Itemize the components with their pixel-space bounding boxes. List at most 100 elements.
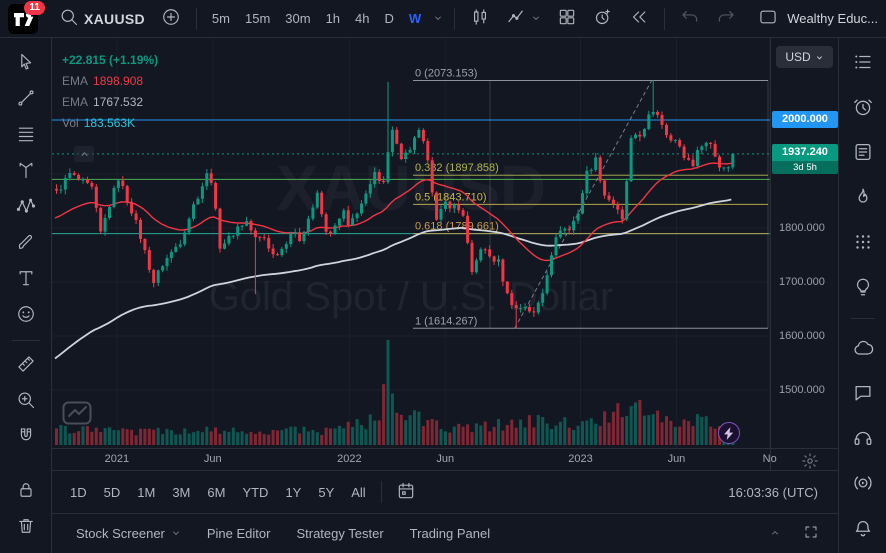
save-layout-button[interactable] xyxy=(751,5,785,33)
sidebar-news-button[interactable] xyxy=(848,138,878,168)
range-3m[interactable]: 3M xyxy=(164,479,198,505)
tool-fib-retracement[interactable] xyxy=(9,120,43,151)
price-line-badge[interactable]: 2000.000 xyxy=(772,111,838,128)
tool-ruler[interactable] xyxy=(9,350,43,381)
footer-tab-pine-editor[interactable]: Pine Editor xyxy=(197,520,281,548)
footer-tab-label: Trading Panel xyxy=(409,526,491,541)
text-icon xyxy=(16,268,36,291)
price-scale[interactable]: USD 1800.000 1700.000 1600.000 1500.000 2000… xyxy=(770,38,838,448)
legend-ema-fast-row[interactable]: EMA 1898.908 xyxy=(62,71,158,92)
tool-pitchfork[interactable] xyxy=(9,156,43,187)
chart-area[interactable]: XAUUSD Gold Spot / U.S. Dollar 0 (2073.153… xyxy=(52,38,770,448)
chart-legend: +22.815 (+1.19%) EMA 1898.908 EMA 1767.5… xyxy=(62,50,158,134)
sidebar-support-button[interactable] xyxy=(848,424,878,454)
interval-1h[interactable]: 1h xyxy=(319,6,347,32)
redo-button[interactable] xyxy=(709,5,743,33)
chevron-down-icon xyxy=(816,55,822,59)
notifications-icon xyxy=(852,518,874,543)
range-all[interactable]: All xyxy=(343,479,373,505)
indicators-icon xyxy=(506,7,526,30)
legend-change-row[interactable]: +22.815 (+1.19%) xyxy=(62,50,158,71)
footer-tab-label: Pine Editor xyxy=(206,526,271,541)
sidebar-notifications-button[interactable] xyxy=(848,515,878,545)
tool-trend-line[interactable] xyxy=(9,84,43,115)
range-6m[interactable]: 6M xyxy=(199,479,233,505)
horizontal-line-price: 2000.000 xyxy=(782,113,828,125)
tool-remove-drawings[interactable] xyxy=(9,512,43,543)
interval-dropdown-button[interactable] xyxy=(430,5,446,33)
footer-tab-stock-screener[interactable]: Stock Screener xyxy=(66,520,191,548)
interval-w[interactable]: W xyxy=(402,6,428,32)
interval-30m[interactable]: 30m xyxy=(278,6,317,32)
layout-grid-button[interactable] xyxy=(550,5,584,33)
ruler-icon xyxy=(16,354,36,377)
footer-tab-strategy-tester[interactable]: Strategy Tester xyxy=(286,520,393,548)
legend-volume-row[interactable]: Vol 183.563K xyxy=(62,113,158,134)
sidebar-streams-button[interactable] xyxy=(848,469,878,499)
legend-collapse-button[interactable] xyxy=(74,146,94,162)
symbol-search-button[interactable]: XAUUSD xyxy=(52,5,152,33)
alert-button[interactable] xyxy=(586,5,620,33)
expand-icon xyxy=(803,524,819,543)
svg-text:XAUUSD: XAUUSD xyxy=(276,152,546,224)
candlestick-chart: XAUUSD Gold Spot / U.S. Dollar 0 (2073.153… xyxy=(52,38,770,448)
tool-brush[interactable] xyxy=(9,228,43,259)
price-scale-label: 1500.000 xyxy=(779,384,825,396)
interval-15m[interactable]: 15m xyxy=(238,6,277,32)
ideas-icon xyxy=(852,276,874,301)
tool-zoom-in[interactable] xyxy=(9,386,43,417)
search-icon xyxy=(59,7,79,30)
sidebar-ideas-button[interactable] xyxy=(848,273,878,303)
indicators-button[interactable] xyxy=(499,5,548,33)
price-change: +22.815 (+1.19%) xyxy=(62,53,159,67)
replay-button[interactable] xyxy=(622,5,656,33)
legend-ema-slow-row[interactable]: EMA 1767.532 xyxy=(62,92,158,113)
interval-d[interactable]: D xyxy=(378,6,401,32)
tradingview-logo[interactable]: 11 xyxy=(8,0,45,34)
toolbar-separator xyxy=(664,7,666,30)
last-price-badge[interactable]: 1937.240 3d 5h xyxy=(772,143,838,174)
currency-dropdown[interactable]: USD xyxy=(776,46,833,68)
range-1y[interactable]: 1Y xyxy=(277,479,309,505)
range-1d[interactable]: 1D xyxy=(62,479,95,505)
replay-icon xyxy=(629,7,649,30)
time-axis[interactable]: 2021 Jun 2022 Jun 2023 Jun No xyxy=(52,448,838,470)
chart-style-button[interactable] xyxy=(463,5,497,33)
tool-xabcd-pattern[interactable] xyxy=(9,192,43,223)
sidebar-watchlist-button[interactable] xyxy=(848,48,878,78)
chevron-up-icon xyxy=(80,151,88,156)
boost-button[interactable] xyxy=(718,422,740,444)
chart-settings-gear[interactable] xyxy=(800,451,820,474)
topbar: 11 XAUUSD 5m 15m 30m 1h 4h D W xyxy=(0,0,886,38)
calendar-icon xyxy=(852,231,874,256)
last-price-value: 1937.240 xyxy=(782,145,828,158)
layout-grid-icon xyxy=(557,7,577,30)
watchlist-icon xyxy=(852,51,874,76)
range-5d[interactable]: 5D xyxy=(96,479,129,505)
interval-5m[interactable]: 5m xyxy=(205,6,237,32)
compare-add-button[interactable] xyxy=(154,5,188,33)
range-1m[interactable]: 1M xyxy=(129,479,163,505)
sidebar-calendar-button[interactable] xyxy=(848,228,878,258)
tool-lock-drawings[interactable] xyxy=(9,476,43,507)
sidebar-chat-button[interactable] xyxy=(848,379,878,409)
tool-cursor[interactable] xyxy=(9,48,43,79)
tool-emoji[interactable] xyxy=(9,300,43,331)
account-name[interactable]: Wealthy Educ... xyxy=(787,11,878,26)
timezone-clock[interactable]: 16:03:36 (UTC) xyxy=(720,479,826,505)
go-to-date-button[interactable] xyxy=(389,478,423,506)
sidebar-minds-button[interactable] xyxy=(848,334,878,364)
undo-button[interactable] xyxy=(673,5,707,33)
footer-tab-trading-panel[interactable]: Trading Panel xyxy=(400,520,500,548)
sidebar-hotlists-button[interactable] xyxy=(848,183,878,213)
alerts-icon xyxy=(852,96,874,121)
sidebar-alerts-button[interactable] xyxy=(848,93,878,123)
range-ytd[interactable]: YTD xyxy=(234,479,276,505)
panel-maximize-button[interactable] xyxy=(798,521,824,547)
range-5y[interactable]: 5Y xyxy=(310,479,342,505)
svg-text:0 (2073.153): 0 (2073.153) xyxy=(415,68,477,80)
tool-magnet[interactable] xyxy=(9,422,43,453)
interval-4h[interactable]: 4h xyxy=(348,6,376,32)
panel-collapse-button[interactable] xyxy=(762,521,788,547)
tool-text[interactable] xyxy=(9,264,43,295)
